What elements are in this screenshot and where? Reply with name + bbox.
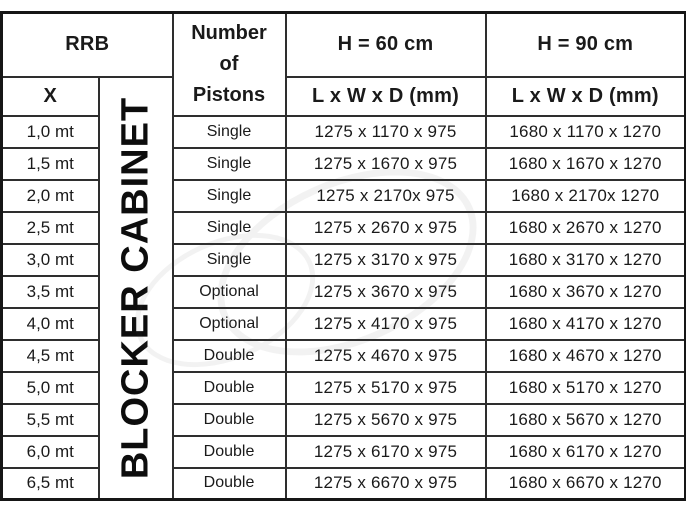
cell-x-length: 4,0 mt bbox=[0, 306, 100, 341]
cell-x-length: 1,5 mt bbox=[0, 146, 100, 181]
blocker-cabinet-vertical-label: BLOCKER CABINET bbox=[114, 96, 156, 479]
pistons-header: Number of Pistons bbox=[171, 11, 287, 117]
cell-x-length: 5,0 mt bbox=[0, 370, 100, 405]
table-row: 5,5 mt Double 1275 x 5670 x 975 1680 x 5670… bbox=[0, 402, 686, 437]
cell-dims-h60: 1275 x 1670 x 975 bbox=[284, 146, 487, 181]
cell-dims-h60: 1275 x 6670 x 975 bbox=[284, 466, 487, 501]
cell-pistons: Single bbox=[171, 114, 287, 149]
cell-x-length: 1,0 mt bbox=[0, 114, 100, 149]
cell-pistons: Double bbox=[171, 338, 287, 373]
cell-dims-h90: 1680 x 2170x 1270 bbox=[484, 178, 686, 213]
cell-dims-h60: 1275 x 4670 x 975 bbox=[284, 338, 487, 373]
cell-dims-h90: 1680 x 5670 x 1270 bbox=[484, 402, 686, 437]
cell-pistons: Optional bbox=[171, 306, 287, 341]
table-row: 1,0 mt Single 1275 x 1170 x 975 1680 x 1170… bbox=[0, 114, 686, 149]
blocker-cabinet-cell: BLOCKER CABINET bbox=[97, 75, 174, 501]
cell-dims-h60: 1275 x 3670 x 975 bbox=[284, 274, 487, 309]
dims60-header: L x W x D (mm) bbox=[284, 75, 487, 117]
cell-dims-h90: 1680 x 6170 x 1270 bbox=[484, 434, 686, 469]
cell-dims-h60: 1275 x 3170 x 975 bbox=[284, 242, 487, 277]
cell-x-length: 2,5 mt bbox=[0, 210, 100, 245]
cell-x-length: 6,0 mt bbox=[0, 434, 100, 469]
cell-dims-h90: 1680 x 3170 x 1270 bbox=[484, 242, 686, 277]
cell-dims-h60: 1275 x 5170 x 975 bbox=[284, 370, 487, 405]
table-row: 6,0 mt Double 1275 x 6170 x 975 1680 x 6170… bbox=[0, 434, 686, 469]
table-row: 2,5 mt Single 1275 x 2670 x 975 1680 x 2670… bbox=[0, 210, 686, 245]
header-row-2: X BLOCKER CABINET L x W x D (mm) L x W x… bbox=[0, 75, 686, 501]
cell-dims-h60: 1275 x 5670 x 975 bbox=[284, 402, 487, 437]
cell-dims-h90: 1680 x 1670 x 1270 bbox=[484, 146, 686, 181]
pistons-header-line3: Pistons bbox=[192, 83, 266, 106]
table-row: 2,0 mt Single 1275 x 2170x 975 1680 x 2170x… bbox=[0, 178, 686, 213]
cell-pistons: Single bbox=[171, 146, 287, 181]
blocker-cabinet-spec-table: RRB Number of Pistons H = 60 cm H = 90 c… bbox=[0, 11, 686, 501]
cell-dims-h60: 1275 x 2670 x 975 bbox=[284, 210, 487, 245]
table-row: 5,0 mt Double 1275 x 5170 x 975 1680 x 5170… bbox=[0, 370, 686, 405]
table-row: 1,5 mt Single 1275 x 1670 x 975 1680 x 1670… bbox=[0, 146, 686, 181]
cell-dims-h60: 1275 x 1170 x 975 bbox=[284, 114, 487, 149]
table-row: 4,0 mt Optional 1275 x 4170 x 975 1680 x 41… bbox=[0, 306, 686, 341]
cell-pistons: Double bbox=[171, 370, 287, 405]
cell-pistons: Single bbox=[171, 242, 287, 277]
table-row: 3,5 mt Optional 1275 x 3670 x 975 1680 x 36… bbox=[0, 274, 686, 309]
cell-pistons: Single bbox=[171, 178, 287, 213]
cell-dims-h60: 1275 x 4170 x 975 bbox=[284, 306, 487, 341]
cell-dims-h90: 1680 x 5170 x 1270 bbox=[484, 370, 686, 405]
cell-dims-h90: 1680 x 1170 x 1270 bbox=[484, 114, 686, 149]
cell-pistons: Single bbox=[171, 210, 287, 245]
cell-dims-h90: 1680 x 4670 x 1270 bbox=[484, 338, 686, 373]
rrb-header: RRB bbox=[0, 11, 174, 78]
cell-pistons: Double bbox=[171, 434, 287, 469]
h90-header: H = 90 cm bbox=[484, 11, 686, 78]
cell-x-length: 6,5 mt bbox=[0, 466, 100, 501]
cell-dims-h90: 1680 x 3670 x 1270 bbox=[484, 274, 686, 309]
cell-x-length: 4,5 mt bbox=[0, 338, 100, 373]
dims90-header: L x W x D (mm) bbox=[484, 75, 686, 117]
table-row: 6,5 mt Double 1275 x 6670 x 975 1680 x 6670… bbox=[0, 466, 686, 501]
table-rows-container: RRB Number of Pistons H = 60 cm H = 90 c… bbox=[0, 11, 686, 501]
cell-dims-h90: 1680 x 4170 x 1270 bbox=[484, 306, 686, 341]
header-row-1: RRB Number of Pistons H = 60 cm H = 90 c… bbox=[0, 11, 686, 117]
cell-x-length: 5,5 mt bbox=[0, 402, 100, 437]
pistons-header-line1: Number bbox=[191, 21, 267, 44]
cell-pistons: Optional bbox=[171, 274, 287, 309]
cell-pistons: Double bbox=[171, 466, 287, 501]
cell-dims-h60: 1275 x 6170 x 975 bbox=[284, 434, 487, 469]
cell-x-length: 2,0 mt bbox=[0, 178, 100, 213]
table-row: 3,0 mt Single 1275 x 3170 x 975 1680 x 3170… bbox=[0, 242, 686, 277]
x-header: X bbox=[0, 75, 100, 117]
pistons-header-line2: of bbox=[219, 52, 239, 75]
h60-header: H = 60 cm bbox=[284, 11, 487, 78]
cell-dims-h90: 1680 x 6670 x 1270 bbox=[484, 466, 686, 501]
cell-x-length: 3,5 mt bbox=[0, 274, 100, 309]
cell-dims-h90: 1680 x 2670 x 1270 bbox=[484, 210, 686, 245]
cell-x-length: 3,0 mt bbox=[0, 242, 100, 277]
table-row: 4,5 mt Double 1275 x 4670 x 975 1680 x 4670… bbox=[0, 338, 686, 373]
cell-pistons: Double bbox=[171, 402, 287, 437]
cell-dims-h60: 1275 x 2170x 975 bbox=[284, 178, 487, 213]
